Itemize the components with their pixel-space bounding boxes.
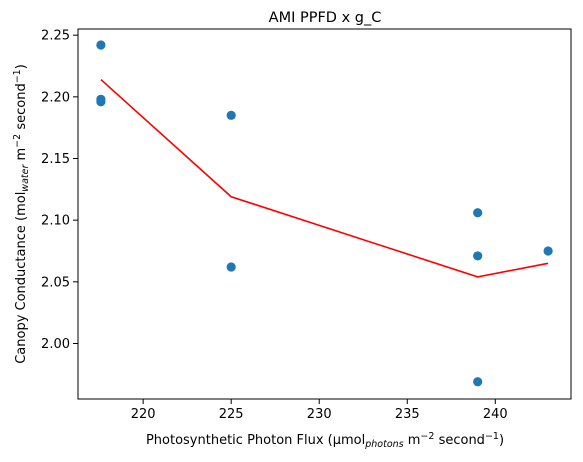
chart-title: AMI PPFD x g_C (269, 10, 382, 26)
x-axis-label-superscript-1: −2 (420, 431, 434, 442)
y-tick-label: 2.15 (41, 152, 70, 167)
y-axis-label: Canopy Conductance (molwater m−2 second−… (12, 64, 31, 364)
y-axis: 2.00 2.05 2.10 2.15 2.20 2.25 (41, 29, 78, 352)
scatter-point (96, 97, 106, 107)
plot-area (96, 40, 553, 387)
x-axis-label-mid-2: second (434, 433, 485, 448)
x-tick-label: 230 (307, 407, 332, 422)
y-tick-label: 2.25 (41, 29, 70, 44)
x-axis-label: Photosynthetic Photon Flux (μmolphotons … (146, 431, 504, 450)
y-tick-label: 2.00 (41, 337, 70, 352)
y-axis-label-superscript-1: −2 (12, 134, 23, 148)
x-axis-label-subscript: photons (364, 439, 403, 450)
scatter-point (226, 110, 236, 120)
y-axis-label-subscript: water (20, 164, 31, 192)
y-tick-label: 2.05 (41, 275, 70, 290)
y-tick-label: 2.20 (41, 90, 70, 105)
x-axis-label-superscript-2: −1 (485, 431, 499, 442)
x-tick-label: 240 (483, 407, 508, 422)
x-tick-label: 225 (219, 407, 244, 422)
x-axis: 220 225 230 235 240 (131, 399, 508, 422)
y-axis-label-end: ) (14, 64, 29, 69)
scatter-point (473, 377, 483, 387)
x-axis-label-mid: m (404, 433, 421, 448)
scatter-point (96, 40, 106, 50)
scatter-point (473, 208, 483, 218)
y-tick-label: 2.10 (41, 214, 70, 229)
x-tick-label: 235 (395, 407, 420, 422)
x-axis-label-end: ) (499, 433, 504, 448)
x-axis-label-base: Photosynthetic Photon Flux (μmol (146, 433, 365, 448)
trend-line (100, 78, 549, 278)
axes-frame (77, 28, 572, 400)
scatter-point (473, 251, 483, 261)
y-axis-label-mid: m (14, 148, 29, 165)
y-axis-label-mid-2: second (14, 83, 29, 134)
y-axis-label-base: Canopy Conductance (mol (14, 192, 29, 364)
y-axis-label-superscript-2: −1 (12, 69, 23, 83)
scatter-point (543, 246, 553, 256)
scatter-point (226, 262, 236, 272)
x-tick-label: 220 (131, 407, 156, 422)
